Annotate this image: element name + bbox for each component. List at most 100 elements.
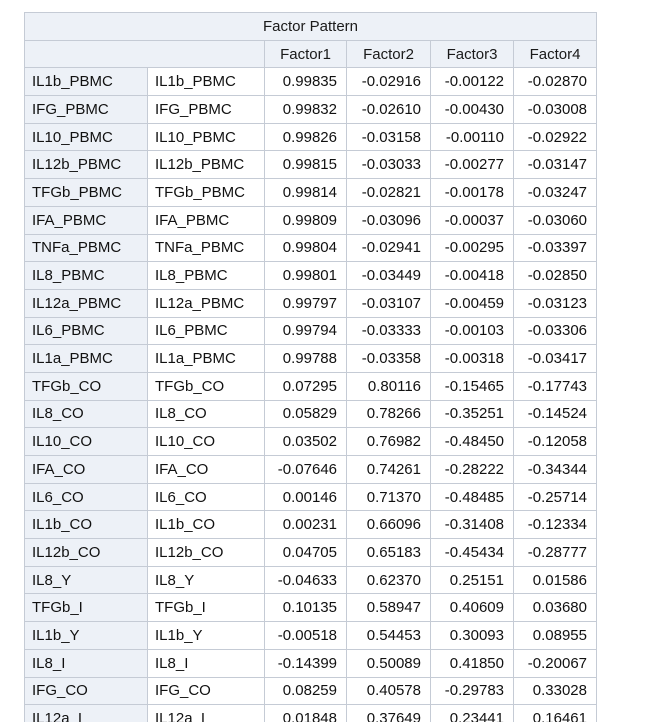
factor2-value-cell: -0.03333 (346, 316, 431, 346)
factor3-value-cell: -0.15465 (430, 371, 514, 401)
factor3-value-cell: -0.00318 (430, 344, 514, 373)
factor3-value-cell: -0.28222 (430, 455, 514, 484)
table-row: IL6_CO IL6_CO 0.00146 0.71370 -0.48485 -0.257… (24, 482, 597, 512)
factor2-value-cell: -0.03033 (346, 150, 431, 180)
factor3-value-cell: -0.48485 (430, 482, 514, 512)
factor2-value-cell: 0.65183 (346, 538, 431, 567)
factor4-value-cell: -0.03417 (513, 344, 597, 373)
table-row: IL12a_I IL12a_I 0.01848 0.37649 0.23441 0.164… (24, 704, 597, 722)
factor1-value-cell: 0.99835 (264, 67, 347, 97)
row-label-cell: TNFa_PBMC (147, 233, 265, 263)
table-row: IL8_PBMC IL8_PBMC 0.99801 -0.03449 -0.00418-… (24, 261, 597, 290)
factor2-value-cell: 0.74261 (346, 455, 431, 484)
table-row: TFGb_I TFGb_I 0.10135 0.58947 0.40609 0.03680 (24, 593, 597, 623)
factor4-value-cell: 0.16461 (513, 704, 597, 722)
row-header-cell: IL8_CO (24, 399, 148, 429)
row-header-cell: TFGb_PBMC (24, 178, 148, 207)
factor1-value-cell: 0.99815 (264, 150, 347, 180)
factor1-value-cell: -0.07646 (264, 455, 347, 484)
factor4-value-cell: -0.03247 (513, 178, 597, 207)
row-header-cell: IL12b_PBMC (24, 150, 148, 180)
row-header-cell: IFG_CO (24, 676, 148, 706)
row-label-cell: IL1a_PBMC (147, 344, 265, 373)
factor2-value-cell: 0.40578 (346, 676, 431, 706)
factor3-value-cell: -0.00418 (430, 261, 514, 290)
factor2-value-cell: 0.58947 (346, 593, 431, 623)
factor4-value-cell: 0.08955 (513, 621, 597, 650)
table-row: IL8_I IL8_I -0.14399 0.50089 0.41850 -0.20067 (24, 648, 597, 678)
factor3-value-cell: -0.29783 (430, 676, 514, 706)
row-label-cell: IL1b_CO (147, 510, 265, 540)
factor2-value-cell: 0.54453 (346, 621, 431, 650)
row-label-cell: IL1b_PBMC (147, 67, 265, 97)
table-row: IL1a_PBMC IL1a_PBMC 0.99788 -0.03358 -0.0031… (24, 344, 597, 373)
factor1-value-cell: 0.00146 (264, 482, 347, 512)
factor4-value-cell: -0.17743 (513, 371, 597, 401)
table-row: TFGb_PBMC TFGb_PBMC 0.99814 -0.02821 -0.0017… (24, 178, 597, 207)
factor1-value-cell: 0.99788 (264, 344, 347, 373)
factor4-value-cell: -0.02922 (513, 122, 597, 152)
factor2-value-cell: -0.03449 (346, 261, 431, 290)
title-row: Factor Pattern (24, 12, 597, 41)
table-row: TFGb_CO TFGb_CO 0.07295 0.80116 -0.15465 -0.1… (24, 371, 597, 401)
column-header-factor1: Factor1 (264, 39, 347, 69)
column-header-factor4: Factor4 (513, 39, 597, 69)
factor1-value-cell: 0.99809 (264, 205, 347, 235)
row-label-cell: IL8_CO (147, 399, 265, 429)
factor3-value-cell: -0.45434 (430, 538, 514, 567)
factor4-value-cell: -0.12058 (513, 427, 597, 456)
factor1-value-cell: 0.99826 (264, 122, 347, 152)
column-header-factor2: Factor2 (346, 39, 431, 69)
column-header-factor3: Factor3 (430, 39, 514, 69)
row-header-cell: IL10_CO (24, 427, 148, 456)
factor2-value-cell: -0.03358 (346, 344, 431, 373)
factor1-value-cell: 0.00231 (264, 510, 347, 540)
factor1-value-cell: 0.99801 (264, 261, 347, 290)
factor4-value-cell: 0.03680 (513, 593, 597, 623)
factor2-value-cell: -0.03107 (346, 288, 431, 318)
row-header-cell: IL8_Y (24, 565, 148, 595)
row-header-cell: TNFa_PBMC (24, 233, 148, 263)
factor1-value-cell: -0.04633 (264, 565, 347, 595)
factor4-value-cell: -0.12334 (513, 510, 597, 540)
factor2-value-cell: 0.37649 (346, 704, 431, 722)
factor3-value-cell: -0.31408 (430, 510, 514, 540)
factor2-value-cell: -0.03158 (346, 122, 431, 152)
factor4-value-cell: -0.25714 (513, 482, 597, 512)
table-row: IL1b_PBMC IL1b_PBMC 0.99835 -0.02916 -0.0012… (24, 67, 597, 97)
row-header-cell: IL1b_PBMC (24, 67, 148, 97)
factor1-value-cell: -0.14399 (264, 648, 347, 678)
row-header-cell: IL12b_CO (24, 538, 148, 567)
factor3-value-cell: -0.35251 (430, 399, 514, 429)
factor3-value-cell: -0.00459 (430, 288, 514, 318)
row-header-cell: IL12a_PBMC (24, 288, 148, 318)
factor4-value-cell: -0.02850 (513, 261, 597, 290)
factor3-value-cell: 0.41850 (430, 648, 514, 678)
factor2-value-cell: -0.02941 (346, 233, 431, 263)
table-row: IL12a_PBMC IL12a_PBMC 0.99797 -0.03107 -0.00… (24, 288, 597, 318)
factor-pattern-table: Factor Pattern Factor1 Factor2 Factor3 F… (24, 12, 597, 722)
factor2-value-cell: 0.80116 (346, 371, 431, 401)
factor3-value-cell: -0.00103 (430, 316, 514, 346)
factor3-value-cell: -0.00430 (430, 95, 514, 124)
row-label-cell: IL12a_I (147, 704, 265, 722)
factor4-value-cell: -0.03060 (513, 205, 597, 235)
row-label-cell: IL12b_CO (147, 538, 265, 567)
factor1-value-cell: 0.10135 (264, 593, 347, 623)
factor3-value-cell: 0.40609 (430, 593, 514, 623)
table-body: IL1b_PBMC IL1b_PBMC 0.99835 -0.02916 -0.0012… (24, 67, 597, 722)
row-header-cell: IL8_I (24, 648, 148, 678)
row-label-cell: IL6_CO (147, 482, 265, 512)
row-label-cell: IL6_PBMC (147, 316, 265, 346)
table-row: IL1b_CO IL1b_CO 0.00231 0.66096 -0.31408 -0.1… (24, 510, 597, 540)
row-header-cell: TFGb_I (24, 593, 148, 623)
factor2-value-cell: 0.76982 (346, 427, 431, 456)
row-label-cell: TFGb_I (147, 593, 265, 623)
factor1-value-cell: 0.03502 (264, 427, 347, 456)
factor1-value-cell: 0.99814 (264, 178, 347, 207)
factor4-value-cell: -0.28777 (513, 538, 597, 567)
table-row: IL10_CO IL10_CO 0.03502 0.76982 -0.48450 -0.1… (24, 427, 597, 456)
column-header-row: Factor1 Factor2 Factor3 Factor4 (24, 39, 597, 69)
factor2-value-cell: -0.03096 (346, 205, 431, 235)
factor3-value-cell: -0.00295 (430, 233, 514, 263)
